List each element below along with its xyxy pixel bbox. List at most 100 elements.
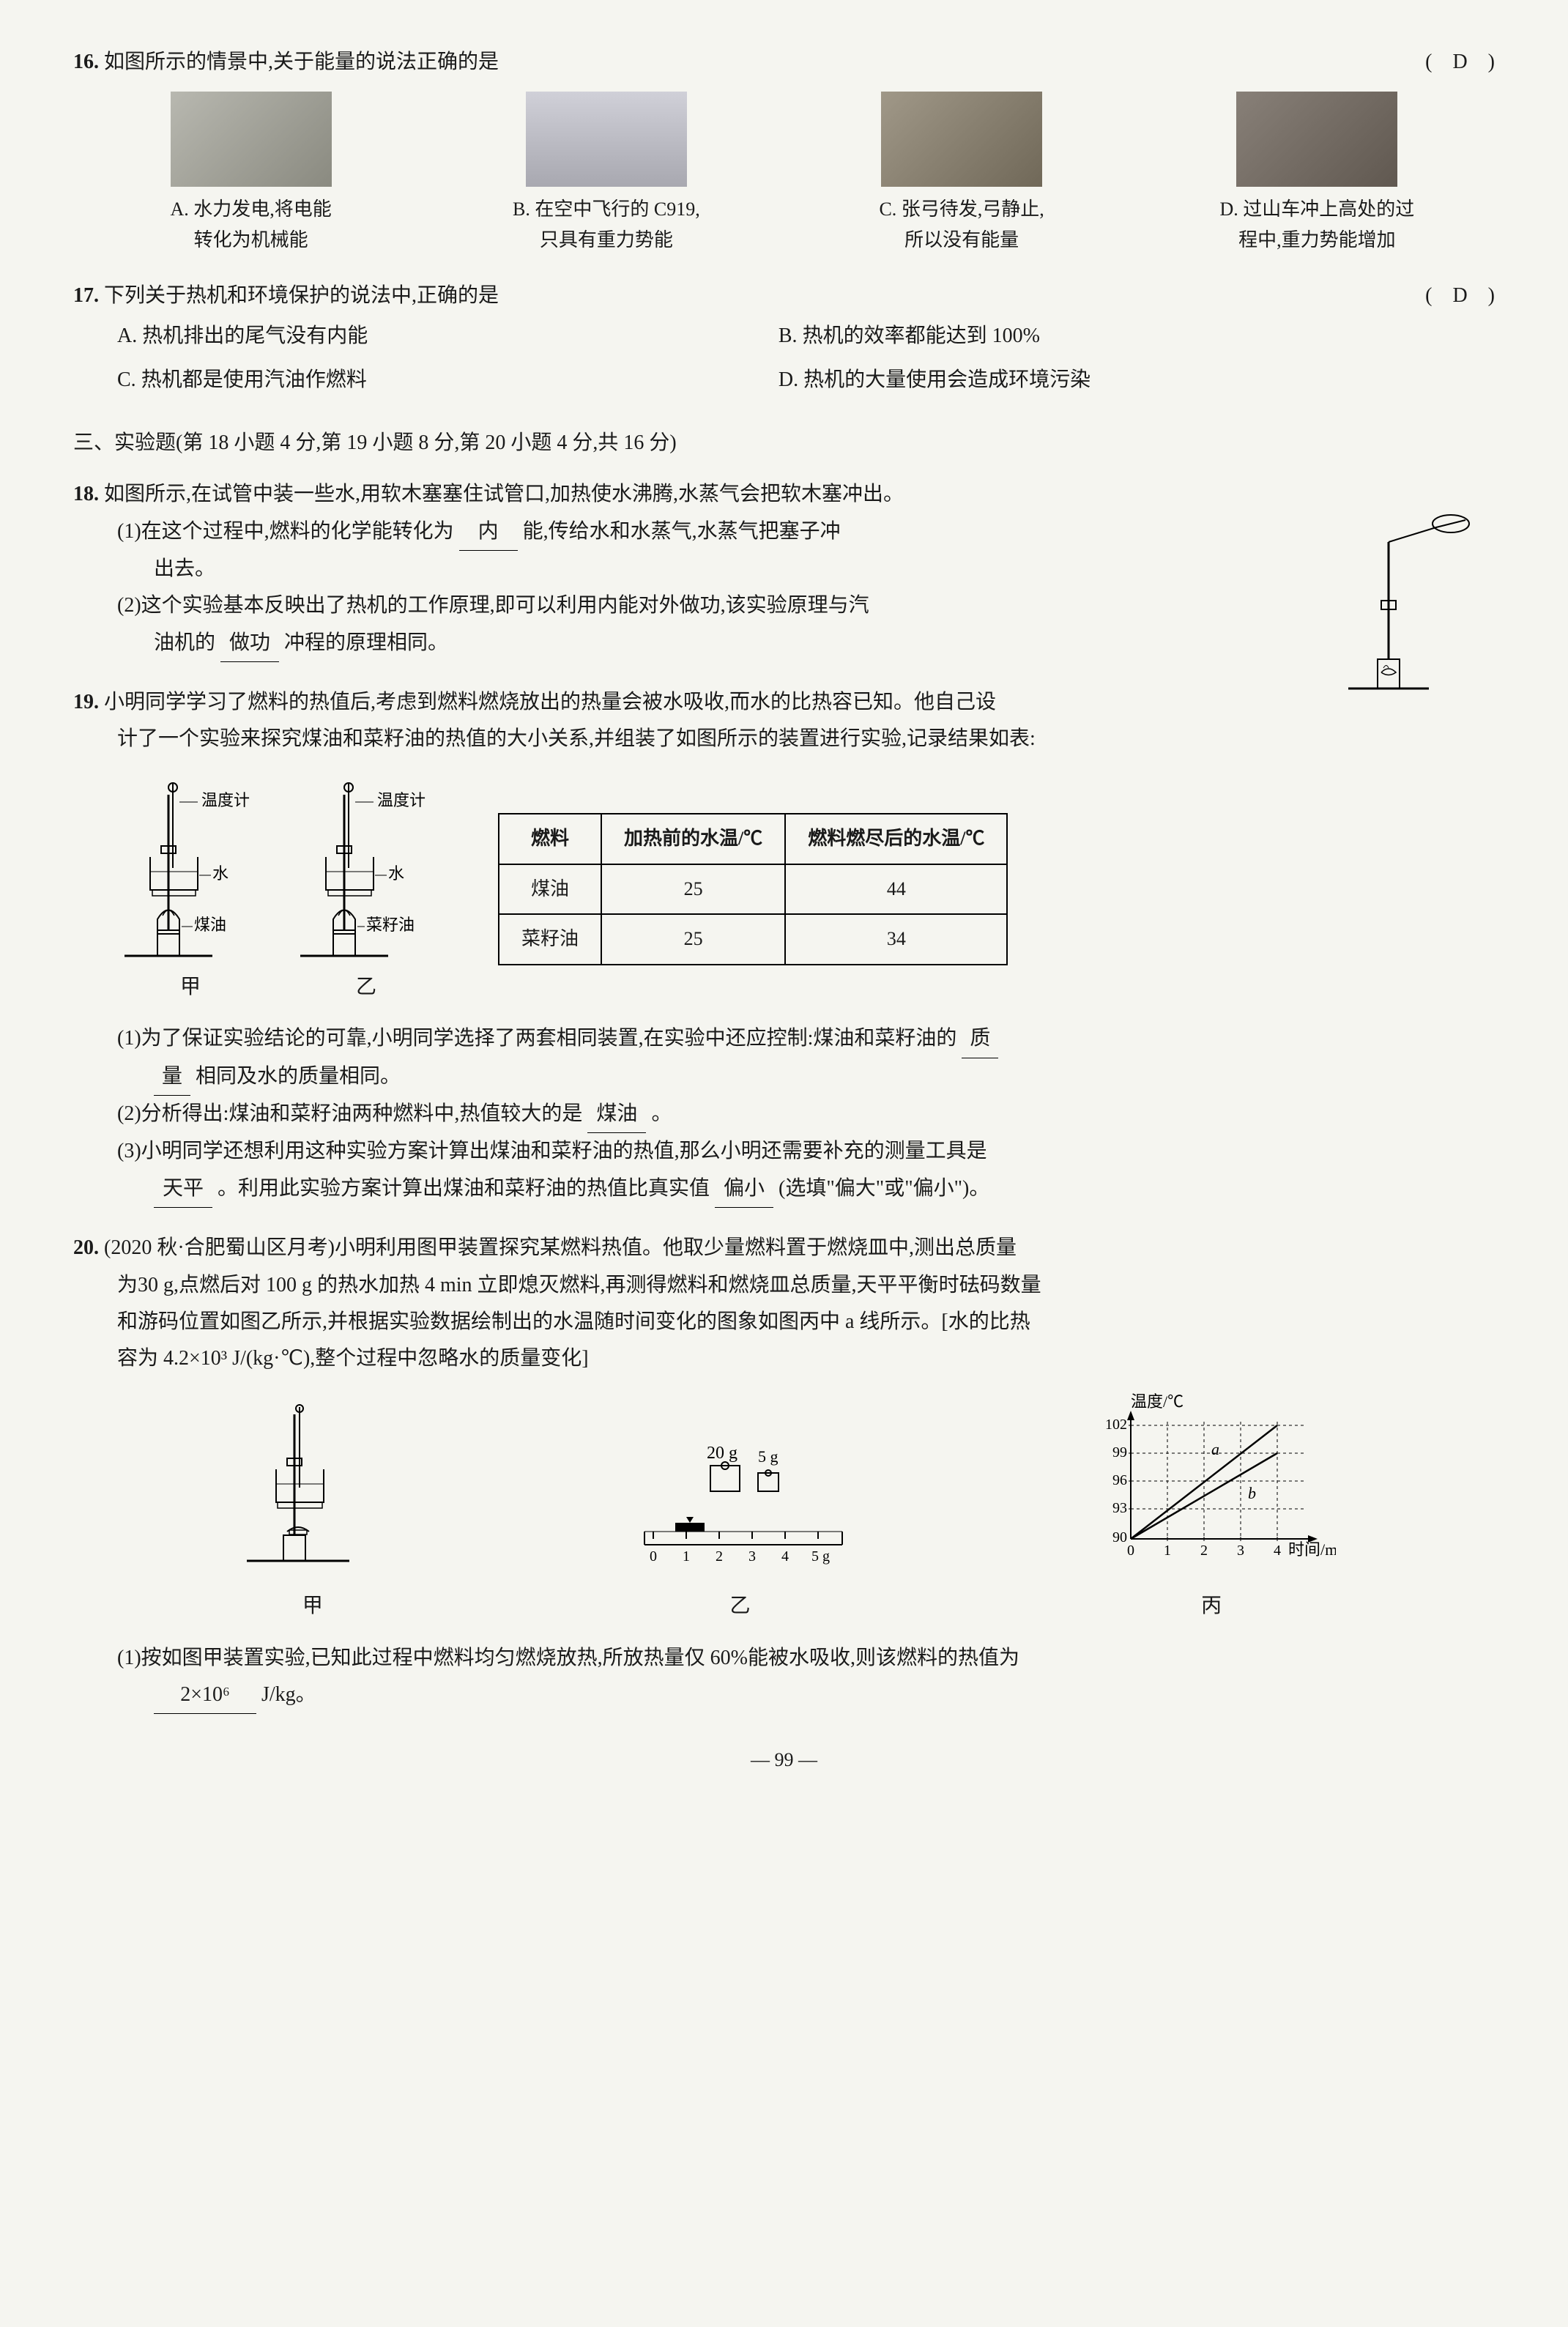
q16-c-line2: 所以没有能量 [792,225,1132,256]
fig-bing-label: 丙 [1087,1588,1336,1625]
q17-answer: ( D ) [1425,278,1495,314]
svg-text:水: 水 [388,864,404,883]
q16-d-line2: 程中,重力势能增加 [1147,225,1487,256]
svg-text:99: 99 [1112,1444,1127,1461]
q20-p1a: (1)按如图甲装置实验,已知此过程中燃料均匀燃烧放热,所放热量仅 60%能被水吸… [117,1640,1495,1677]
q19-apparatus-yi: 温度计 水 菜籽油 乙 [293,773,439,1006]
q19-p1b: 量 相同及水的质量相同。 [154,1058,1495,1096]
q16-img-b [526,92,687,187]
q19-p1b-blank: 量 [154,1058,190,1096]
q19-p3b: 天平 。利用此实验方案计算出煤油和菜籽油的热值比真实值 偏小 (选填"偏大"或"… [154,1170,1495,1208]
q16-b-line1: B. 在空中飞行的 C919, [436,194,776,225]
svg-text:96: 96 [1112,1472,1127,1488]
svg-text:温度计: 温度计 [377,791,426,809]
question-18: 18. 如图所示,在试管中装一些水,用软木塞塞住试管口,加热使水沸腾,水蒸气会把… [73,476,1495,662]
q19-p1: (1)为了保证实验结论的可靠,小明同学选择了两套相同装置,在实验中还应控制:煤油… [117,1020,1495,1058]
q16-b-line2: 只具有重力势能 [436,225,776,256]
kerosene-label: 煤油 [194,916,226,934]
q19-p3a: (3)小明同学还想利用这种实验方案计算出煤油和菜籽油的热值,那么小明还需要补充的… [117,1133,1495,1170]
svg-text:93: 93 [1112,1500,1127,1516]
q19-th1: 燃料 [499,814,601,864]
q19-number: 19. [73,691,99,713]
q16-d-line1: D. 过山车冲上高处的过 [1147,194,1487,225]
line-a-label: a [1211,1440,1219,1458]
q18-p2b: 油机的 做功 冲程的原理相同。 [154,625,1495,662]
q19-r2c1: 菜籽油 [499,914,601,965]
weight-5g: 5 g [758,1447,779,1466]
q18-p2a: (2)这个实验基本反映出了热机的工作原理,即可以利用内能对外做功,该实验原理与汽 [117,587,1495,624]
q20-text-a: (2020 秋·合肥蜀山区月考)小明利用图甲装置探究某燃料热值。他取少量燃料置于… [104,1236,1017,1259]
fig-jia-label: 甲 [232,1588,393,1625]
svg-text:1: 1 [683,1548,690,1565]
q19-r2c3: 34 [785,914,1007,965]
svg-text:102: 102 [1105,1417,1127,1433]
q17-option-c: C. 热机都是使用汽油作燃料 [117,358,779,402]
q18-p1: (1)在这个过程中,燃料的化学能转化为 内 能,传给水和水蒸气,水蒸气把塞子冲 [117,513,1495,551]
q17-option-d: D. 热机的大量使用会造成环境污染 [779,358,1440,402]
q19-text-a: 小明同学学习了燃料的热值后,考虑到燃料燃烧放出的热量会被水吸收,而水的比热容已知… [104,691,996,713]
question-17: 17. 下列关于热机和环境保护的说法中,正确的是 ( D ) A. 热机排出的尾… [73,278,1495,403]
q16-img-d [1236,92,1397,187]
q16-option-b: B. 在空中飞行的 C919, 只具有重力势能 [428,92,784,255]
line-b-label: b [1248,1484,1256,1502]
q18-p1-blank: 内 [459,513,518,551]
q17-options: A. 热机排出的尾气没有内能 B. 热机的效率都能达到 100% C. 热机都是… [117,314,1495,403]
q20-text-d: 容为 4.2×10³ J/(kg·℃),整个过程中忽略水的质量变化] [117,1340,1495,1377]
xaxis-title: 时间/min [1288,1540,1336,1559]
q18-number: 18. [73,483,99,505]
q18-p2-blank: 做功 [220,625,279,662]
question-19: 19. 小明同学学习了燃料的热值后,考虑到燃料燃烧放出的热量会被水吸收,而水的比… [73,684,1495,1208]
jia-label: 甲 [117,969,264,1006]
svg-text:0: 0 [650,1548,657,1565]
thermo-label: 温度计 [201,791,250,809]
q19-table: 燃料 加热前的水温/℃ 燃料燃尽后的水温/℃ 煤油 25 44 菜籽油 25 3… [498,813,1008,965]
q17-option-a: A. 热机排出的尾气没有内能 [117,314,779,358]
q19-p2: (2)分析得出:煤油和菜籽油两种燃料中,热值较大的是 煤油 。 [117,1096,1495,1133]
q20-number: 20. [73,1236,99,1259]
question-16: 16. 如图所示的情景中,关于能量的说法正确的是 ( D ) A. 水力发电,将… [73,44,1495,256]
q19-th3: 燃料燃尽后的水温/℃ [785,814,1007,864]
svg-text:1: 1 [1164,1543,1171,1559]
q20-fig-yi: 20 g 5 g 0 1 2 3 4 5 g [623,1436,857,1625]
q19-apparatus-jia: 温度计 水 煤油 甲 [117,773,264,1006]
svg-text:菜籽油: 菜籽油 [366,916,415,934]
q16-number: 16. [73,51,99,73]
q16-option-d: D. 过山车冲上高处的过 程中,重力势能增加 [1140,92,1495,255]
q20-p1b: 2×10⁶ J/kg。 [154,1677,1495,1714]
q16-answer: ( D ) [1425,44,1495,81]
page-number: 99 [73,1743,1495,1778]
q18-diagram [1341,505,1487,696]
water-label: 水 [212,864,228,883]
q19-p3-blank: 天平 [154,1170,212,1208]
q19-p1-blank: 质 [962,1020,998,1058]
fig-yi-label: 乙 [623,1588,857,1625]
q16-img-c [881,92,1042,187]
svg-text:2: 2 [1200,1543,1208,1559]
yi-label: 乙 [293,969,439,1006]
q16-option-c: C. 张弓待发,弓静止, 所以没有能量 [784,92,1140,255]
q19-th2: 加热前的水温/℃ [601,814,785,864]
svg-text:3: 3 [1237,1543,1244,1559]
q20-figures: 甲 20 g 5 g 0 1 2 3 4 5 g [117,1392,1451,1625]
q18-p1c: 出去。 [154,551,1495,587]
q19-r1c2: 25 [601,864,785,915]
svg-text:4: 4 [781,1548,789,1565]
q19-text-b: 计了一个实验来探究煤油和菜籽油的热值的大小关系,并组装了如图所示的装置进行实验,… [117,721,1495,757]
q16-a-line2: 转化为机械能 [81,225,421,256]
svg-text:90: 90 [1112,1529,1127,1545]
weight-20g: 20 g [707,1444,737,1463]
svg-text:4: 4 [1274,1543,1281,1559]
q16-text: 如图所示的情景中,关于能量的说法正确的是 [104,51,499,73]
q17-number: 17. [73,284,99,307]
q16-options: A. 水力发电,将电能 转化为机械能 B. 在空中飞行的 C919, 只具有重力… [73,92,1495,255]
q19-p2-blank: 煤油 [587,1096,646,1133]
q16-c-line1: C. 张弓待发,弓静止, [792,194,1132,225]
q16-option-a: A. 水力发电,将电能 转化为机械能 [73,92,428,255]
q20-p1-blank: 2×10⁶ [154,1677,256,1714]
q20-fig-jia: 甲 [232,1392,393,1625]
svg-text:0: 0 [1127,1543,1134,1559]
q19-r2c2: 25 [601,914,785,965]
yaxis-title: 温度/℃ [1131,1392,1184,1411]
q19-r1c3: 44 [785,864,1007,915]
q19-p3-blank2: 偏小 [715,1170,773,1208]
